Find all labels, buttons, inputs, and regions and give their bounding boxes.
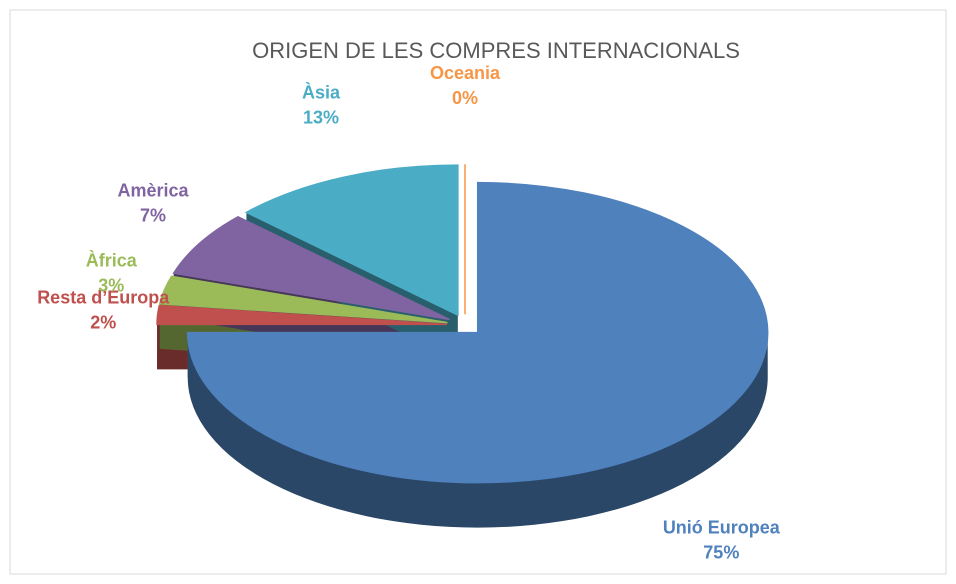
labels: Unió Europea 75% Resta d’Europa 2% Àfrica 3% A… (37, 63, 781, 563)
slice-tops (156, 164, 769, 484)
slice (158, 275, 448, 324)
data-label-name: Àsia (302, 81, 341, 102)
chart-title: ORIGEN DE LES COMPRES INTERNACIONALS (252, 38, 740, 63)
data-label-value: 7% (140, 206, 166, 226)
slice (244, 164, 459, 317)
data-label-value: 13% (303, 107, 339, 127)
slice-sides (187, 332, 768, 528)
slice-side (187, 332, 768, 528)
data-label-name: Resta d’Europa (37, 288, 170, 308)
data-label-name: Àfrica (86, 249, 138, 270)
data-label-name: Oceania (430, 63, 501, 83)
data-label-name: Amèrica (117, 181, 189, 201)
data-label-value: 3% (98, 275, 124, 295)
data-label-value: 0% (452, 88, 478, 108)
data-label-value: 2% (90, 313, 116, 333)
slice (186, 181, 769, 484)
data-label-value: 75% (703, 542, 739, 562)
slice (172, 215, 450, 321)
data-label-name: Unió Europea (663, 517, 781, 537)
slice (156, 304, 448, 326)
